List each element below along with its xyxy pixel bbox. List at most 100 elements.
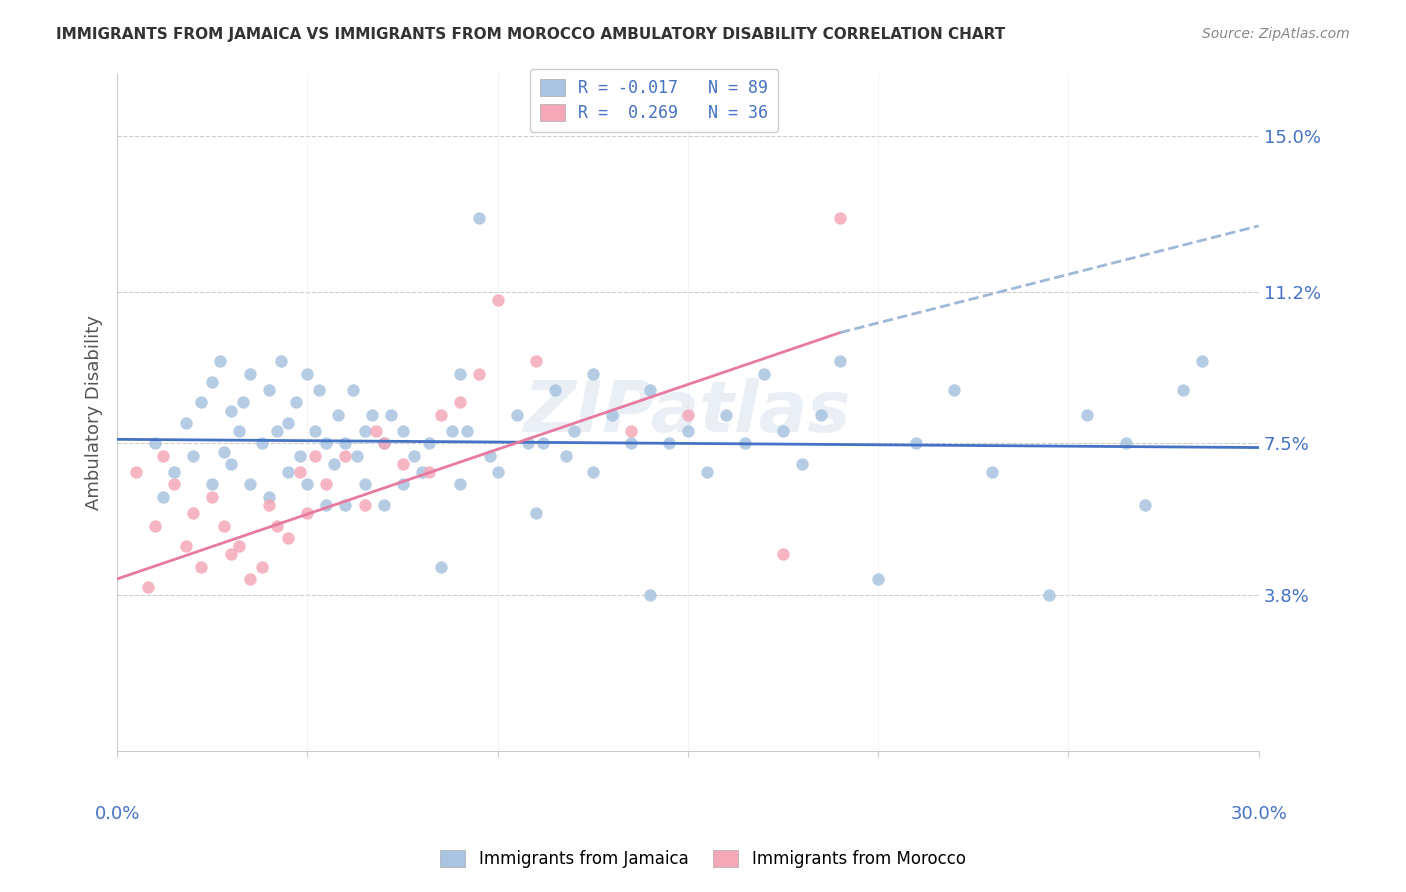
- Point: [449, 477, 471, 491]
- Point: [524, 506, 547, 520]
- Point: [981, 465, 1004, 479]
- Point: [346, 449, 368, 463]
- Point: [714, 408, 737, 422]
- Point: [152, 490, 174, 504]
- Point: [259, 383, 281, 397]
- Point: [323, 457, 346, 471]
- Point: [308, 383, 330, 397]
- Point: [143, 518, 166, 533]
- Point: [582, 367, 605, 381]
- Point: [790, 457, 813, 471]
- Point: [772, 424, 794, 438]
- Point: [288, 465, 311, 479]
- Point: [467, 211, 489, 225]
- Point: [467, 367, 489, 381]
- Point: [221, 457, 243, 471]
- Point: [315, 477, 337, 491]
- Point: [531, 436, 554, 450]
- Point: [517, 436, 540, 450]
- Point: [544, 383, 567, 397]
- Y-axis label: Ambulatory Disability: Ambulatory Disability: [86, 315, 103, 510]
- Point: [905, 436, 928, 450]
- Point: [830, 211, 852, 225]
- Point: [190, 395, 212, 409]
- Point: [562, 424, 585, 438]
- Point: [201, 490, 224, 504]
- Point: [266, 424, 288, 438]
- Point: [391, 457, 413, 471]
- Point: [228, 424, 250, 438]
- Point: [658, 436, 681, 450]
- Point: [1171, 383, 1194, 397]
- Point: [373, 436, 395, 450]
- Point: [208, 354, 231, 368]
- Point: [638, 383, 661, 397]
- Point: [373, 498, 395, 512]
- Text: 30.0%: 30.0%: [1230, 805, 1286, 822]
- Point: [479, 449, 502, 463]
- Point: [620, 436, 643, 450]
- Point: [174, 416, 197, 430]
- Point: [582, 465, 605, 479]
- Point: [486, 465, 509, 479]
- Point: [152, 449, 174, 463]
- Text: ZIPatlas: ZIPatlas: [524, 378, 852, 447]
- Point: [696, 465, 718, 479]
- Point: [297, 367, 319, 381]
- Point: [361, 408, 384, 422]
- Point: [391, 424, 413, 438]
- Point: [402, 449, 425, 463]
- Text: Source: ZipAtlas.com: Source: ZipAtlas.com: [1202, 27, 1350, 41]
- Point: [285, 395, 308, 409]
- Point: [221, 547, 243, 561]
- Point: [277, 465, 299, 479]
- Point: [125, 465, 148, 479]
- Point: [277, 416, 299, 430]
- Point: [456, 424, 478, 438]
- Point: [772, 547, 794, 561]
- Point: [335, 436, 357, 450]
- Point: [364, 424, 387, 438]
- Point: [181, 506, 204, 520]
- Point: [620, 424, 643, 438]
- Point: [232, 395, 254, 409]
- Point: [342, 383, 364, 397]
- Legend: Immigrants from Jamaica, Immigrants from Morocco: Immigrants from Jamaica, Immigrants from…: [433, 843, 973, 875]
- Point: [1133, 498, 1156, 512]
- Point: [373, 436, 395, 450]
- Point: [335, 498, 357, 512]
- Point: [212, 518, 235, 533]
- Point: [259, 498, 281, 512]
- Point: [429, 559, 451, 574]
- Point: [506, 408, 529, 422]
- Point: [239, 367, 262, 381]
- Point: [315, 498, 337, 512]
- Point: [441, 424, 464, 438]
- Point: [486, 293, 509, 307]
- Point: [143, 436, 166, 450]
- Point: [830, 354, 852, 368]
- Point: [277, 531, 299, 545]
- Point: [181, 449, 204, 463]
- Point: [1076, 408, 1098, 422]
- Point: [174, 539, 197, 553]
- Text: 0.0%: 0.0%: [94, 805, 139, 822]
- Point: [1038, 588, 1060, 602]
- Point: [212, 444, 235, 458]
- Point: [449, 367, 471, 381]
- Point: [1191, 354, 1213, 368]
- Point: [353, 424, 375, 438]
- Point: [221, 403, 243, 417]
- Point: [868, 572, 890, 586]
- Point: [190, 559, 212, 574]
- Point: [304, 424, 326, 438]
- Point: [315, 436, 337, 450]
- Point: [600, 408, 623, 422]
- Point: [266, 518, 288, 533]
- Point: [418, 465, 440, 479]
- Point: [752, 367, 775, 381]
- Point: [411, 465, 433, 479]
- Text: IMMIGRANTS FROM JAMAICA VS IMMIGRANTS FROM MOROCCO AMBULATORY DISABILITY CORRELA: IMMIGRANTS FROM JAMAICA VS IMMIGRANTS FR…: [56, 27, 1005, 42]
- Legend: R = -0.017   N = 89, R =  0.269   N = 36: R = -0.017 N = 89, R = 0.269 N = 36: [530, 69, 778, 132]
- Point: [555, 449, 578, 463]
